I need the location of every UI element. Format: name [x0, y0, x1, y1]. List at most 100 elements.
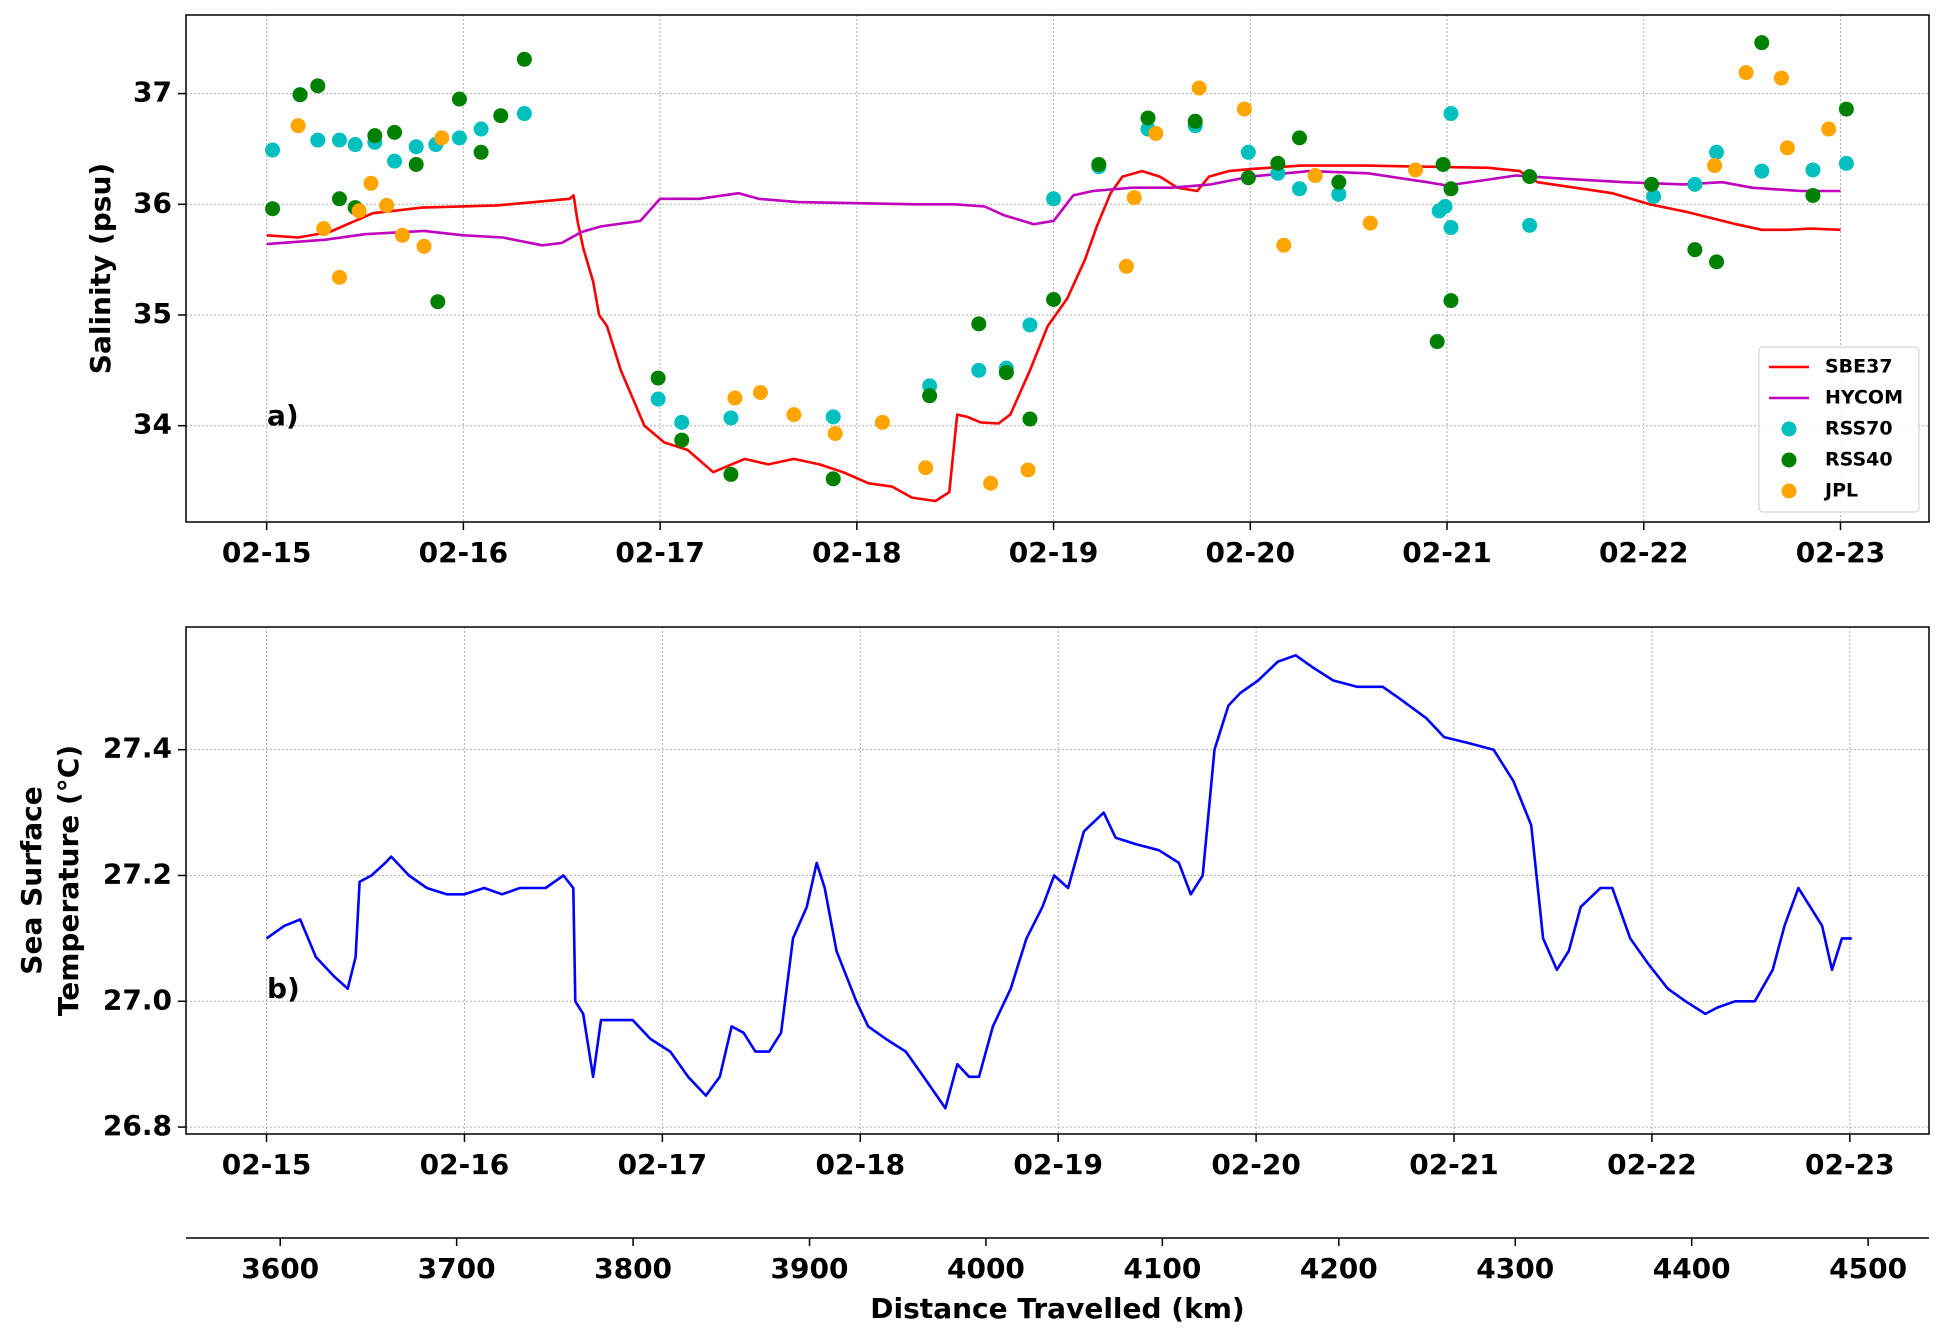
data-point [331, 191, 347, 207]
y-tick-label: 34 [133, 408, 172, 441]
data-point [387, 153, 403, 169]
x2-tick-label: 4300 [1476, 1252, 1554, 1285]
data-point [1754, 163, 1770, 179]
data-point [1443, 106, 1459, 122]
data-point [516, 51, 532, 67]
legend-swatch [1781, 421, 1797, 437]
panel-label: a) [267, 399, 299, 432]
y-tick-label: 27.2 [103, 857, 172, 890]
data-point [723, 410, 739, 426]
data-point [874, 414, 890, 430]
legend-swatch [1781, 452, 1797, 468]
x2-tick-label: 4100 [1123, 1252, 1201, 1285]
data-point [1443, 181, 1459, 197]
data-point [1240, 144, 1256, 160]
data-point [723, 466, 739, 482]
legend-box [1758, 346, 1920, 513]
x2-tick-label: 3600 [241, 1252, 319, 1285]
data-point [674, 432, 690, 448]
data-point [347, 137, 363, 153]
data-point [1240, 170, 1256, 186]
data-point [1022, 411, 1038, 427]
data-point [786, 407, 802, 423]
data-point [1046, 291, 1062, 307]
x-tick-label: 02-20 [1206, 536, 1296, 569]
panel-label: b) [267, 972, 300, 1005]
data-point [983, 475, 999, 491]
data-point [727, 390, 743, 406]
y-tick-label: 26.8 [103, 1109, 172, 1142]
x-tick-label: 02-20 [1211, 1148, 1301, 1181]
y-axis-label: Temperature (°C) [52, 745, 85, 1016]
x-tick-label: 02-23 [1805, 1148, 1895, 1181]
data-point [1362, 215, 1378, 231]
x2-tick-label: 4000 [947, 1252, 1025, 1285]
data-point [451, 130, 467, 146]
x2-tick-label: 4200 [1300, 1252, 1378, 1285]
data-point [367, 128, 383, 144]
data-point [310, 132, 326, 148]
data-point [1191, 80, 1207, 96]
data-point [1437, 199, 1453, 215]
data-point [1779, 140, 1795, 156]
data-point [1738, 65, 1754, 81]
data-point [1291, 130, 1307, 146]
data-point [1270, 155, 1286, 171]
x-tick-label: 02-17 [615, 536, 705, 569]
data-point [1331, 186, 1347, 202]
data-point [650, 391, 666, 407]
data-point [416, 238, 432, 254]
y-tick-label: 36 [133, 186, 172, 219]
x-tick-label: 02-21 [1402, 536, 1492, 569]
legend-label: HYCOM [1825, 387, 1903, 409]
data-point [1022, 317, 1038, 333]
data-point [1331, 174, 1347, 190]
data-point [434, 130, 450, 146]
data-point [1140, 110, 1156, 126]
data-point [493, 108, 509, 124]
data-point [674, 414, 690, 430]
data-point [351, 203, 367, 219]
x-tick-label: 02-21 [1409, 1148, 1499, 1181]
data-point [516, 106, 532, 122]
data-point [1126, 190, 1142, 206]
data-point [1644, 176, 1660, 192]
data-point [922, 388, 938, 404]
y-tick-label: 27.4 [103, 732, 172, 765]
data-point [331, 132, 347, 148]
legend-swatch [1781, 483, 1797, 499]
x2-tick-label: 4500 [1829, 1252, 1907, 1285]
x2-tick-label: 3800 [594, 1252, 672, 1285]
x-tick-label: 02-15 [222, 1148, 312, 1181]
data-point [1187, 113, 1203, 129]
data-point [394, 227, 410, 243]
data-point [1773, 70, 1789, 86]
plot-area [265, 654, 1852, 1110]
x-tick-label: 02-16 [419, 536, 509, 569]
data-point [1276, 237, 1292, 253]
data-point [1435, 156, 1451, 172]
data-point [1687, 242, 1703, 258]
data-point [292, 87, 308, 103]
data-point [1408, 162, 1424, 178]
y-tick-label: 37 [133, 76, 172, 109]
data-point [1687, 176, 1703, 192]
data-point [1148, 125, 1164, 141]
plot-area [265, 35, 1854, 503]
data-point [473, 144, 489, 160]
data-point [1522, 217, 1538, 233]
data-point [451, 91, 467, 107]
data-point [1091, 156, 1107, 172]
x-tick-label: 02-18 [812, 536, 902, 569]
data-point [1291, 181, 1307, 197]
data-point [1443, 293, 1459, 309]
data-point [379, 197, 395, 213]
y-axis-label: Sea Surface [15, 786, 48, 974]
x-tick-label: 02-22 [1599, 536, 1689, 569]
data-point [752, 384, 768, 400]
data-point [316, 221, 332, 237]
x-tick-label: 02-18 [816, 1148, 906, 1181]
x-tick-label: 02-19 [1013, 1148, 1103, 1181]
data-point [1236, 101, 1252, 117]
